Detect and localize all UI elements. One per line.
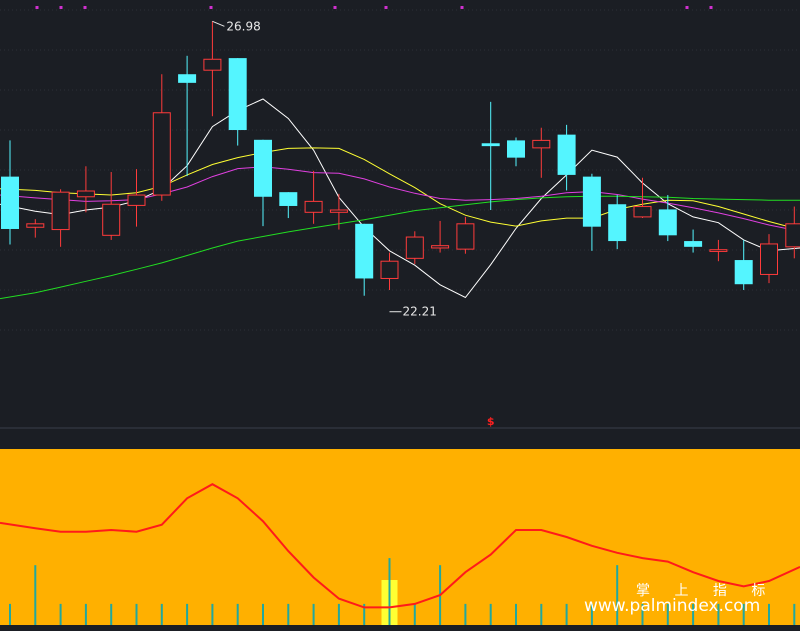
candle-body-18 — [456, 223, 475, 250]
candle-body-13 — [329, 209, 348, 213]
candle-6 — [152, 74, 171, 201]
candle-body-16 — [405, 236, 424, 259]
candle-body-29 — [734, 260, 753, 285]
candle-body-26 — [658, 209, 677, 236]
candle-body-23 — [582, 176, 601, 227]
candle-body-25 — [633, 206, 652, 218]
candle-26 — [658, 195, 677, 242]
candle-body-30 — [760, 243, 778, 275]
indicator-panel-background — [0, 449, 800, 625]
candle-body-20 — [507, 140, 525, 158]
top-dot-8 — [709, 6, 713, 9]
low-price-label: 22.21 — [403, 305, 437, 319]
candle-body-17 — [431, 245, 450, 249]
candle-body-14 — [355, 223, 374, 279]
high-price-label: 26.98 — [226, 19, 260, 33]
candle-14 — [355, 223, 374, 296]
candle-body-6 — [152, 112, 171, 196]
candle-body-0 — [1, 176, 19, 229]
candle-3 — [76, 166, 95, 213]
top-dot-4 — [333, 6, 337, 9]
candle-18 — [456, 216, 475, 254]
candle-body-10 — [254, 139, 272, 197]
ma60-line — [0, 195, 800, 300]
candle-17 — [431, 220, 450, 253]
candle-19 — [481, 101, 500, 210]
candle-11 — [279, 192, 298, 219]
top-dot-7 — [685, 6, 689, 9]
candle-body-15 — [380, 260, 399, 279]
price-gridlines — [0, 9, 800, 331]
candle-23 — [582, 173, 601, 251]
candle-0 — [1, 140, 19, 245]
top-dot-5 — [384, 6, 388, 9]
candle-25 — [633, 177, 652, 219]
candle-body-12 — [304, 200, 323, 213]
candle-body-11 — [279, 192, 298, 206]
high-price-arrow — [212, 20, 225, 27]
candle-28 — [709, 239, 728, 262]
candle-body-28 — [709, 249, 728, 252]
ma10-line — [0, 147, 800, 231]
candle-1 — [26, 219, 45, 238]
candle-4 — [102, 172, 121, 240]
candle-body-27 — [684, 241, 703, 247]
candle-body-9 — [228, 58, 247, 131]
top-dot-6 — [460, 6, 464, 9]
candle-body-24 — [608, 204, 627, 242]
candle-body-4 — [102, 203, 121, 236]
candle-29 — [734, 239, 753, 290]
candle-31 — [785, 206, 800, 259]
candle-10 — [254, 139, 272, 227]
candle-body-31 — [785, 223, 800, 248]
candle-8 — [203, 21, 222, 117]
top-marker-dots — [35, 6, 713, 9]
candle-13 — [329, 193, 348, 230]
candle-body-3 — [76, 190, 95, 198]
top-dot-1 — [59, 6, 63, 9]
candle-12 — [304, 170, 323, 224]
candle-22 — [557, 124, 576, 191]
candle-7 — [178, 55, 197, 177]
candle-5 — [127, 169, 146, 227]
candle-9 — [228, 58, 247, 146]
watermark-cn: 掌 上 指 标 — [636, 583, 775, 599]
candle-body-7 — [178, 74, 197, 83]
indicator-line — [0, 483, 800, 609]
candle-body-8 — [203, 58, 222, 71]
candle-21 — [532, 127, 551, 178]
candle-16 — [405, 231, 424, 265]
candle-30 — [760, 234, 778, 284]
top-dot-3 — [209, 6, 213, 9]
candle-27 — [684, 229, 703, 253]
signal-marker: $ — [487, 415, 495, 428]
top-dot-0 — [35, 6, 39, 9]
watermark-url: www.palmindex.com — [584, 596, 760, 616]
candle-2 — [51, 189, 70, 247]
candlesticks — [1, 21, 800, 296]
candle-body-22 — [557, 134, 576, 175]
price-annotations: 26.98 22.21 — [212, 19, 437, 319]
top-dot-2 — [83, 6, 87, 9]
candle-body-21 — [532, 139, 551, 149]
candle-24 — [608, 195, 627, 250]
candle-20 — [507, 137, 525, 167]
candle-body-19 — [481, 143, 500, 147]
candle-body-5 — [127, 194, 146, 206]
candle-body-2 — [51, 191, 70, 231]
indicator-bars — [9, 558, 796, 625]
bottom-strip — [0, 625, 800, 631]
candle-15 — [380, 252, 399, 290]
candle-body-1 — [26, 223, 45, 228]
